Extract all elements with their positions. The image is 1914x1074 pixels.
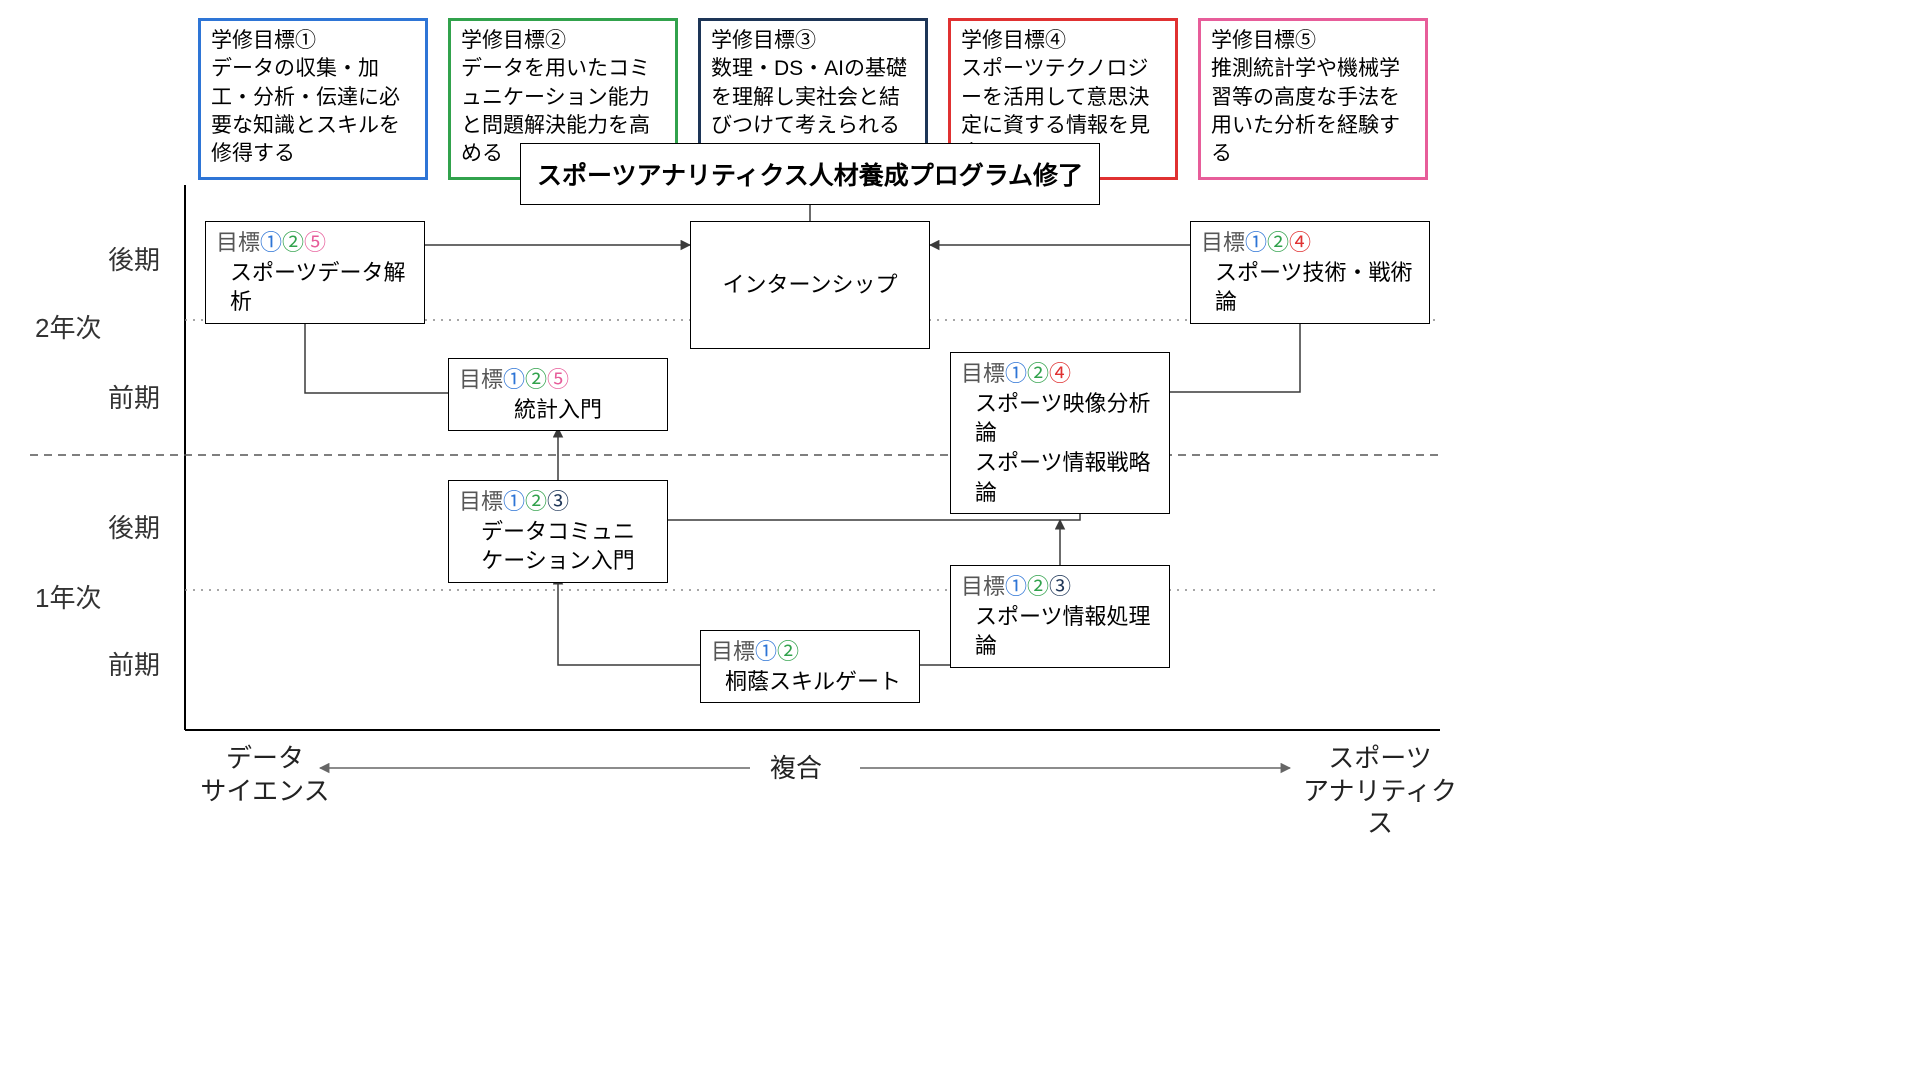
course-stats_intro-line-0: 統計入門 xyxy=(459,395,657,425)
goal-1-body: データの収集・加工・分析・伝達に必要な知識とスキルを修得する xyxy=(211,55,415,168)
curriculum-diagram: 学修目標①データの収集・加工・分析・伝達に必要な知識とスキルを修得する 学修目標②… xyxy=(0,0,1914,1074)
course-sports_video-goals: 目標①②④ xyxy=(961,359,1159,389)
year1-late-label: 後期 xyxy=(108,508,160,545)
spectrum-center-label: 複合 xyxy=(770,752,822,785)
goal-5-body: 推測統計学や機械学習等の高度な手法を用いた分析を経験する xyxy=(1211,55,1415,168)
course-sports_data: 目標①②⑤スポーツデータ解析 xyxy=(205,221,425,324)
course-sports_tech: 目標①②④スポーツ技術・戦術論 xyxy=(1190,221,1430,324)
program-completion-text: スポーツアナリティクス人材養成プログラム修了 xyxy=(537,162,1083,190)
course-data_comm-goals: 目標①②③ xyxy=(459,487,657,517)
course-sports_info_proc-line-0: スポーツ情報処理論 xyxy=(961,602,1159,661)
course-sports_info_proc-goals: 目標①②③ xyxy=(961,572,1159,602)
course-sports_data-goals: 目標①②⑤ xyxy=(216,228,414,258)
course-sports_tech-goals: 目標①②④ xyxy=(1201,228,1419,258)
year2-label: 2年次 xyxy=(35,308,101,345)
course-internship: インターンシップ xyxy=(690,221,930,349)
course-data_comm: 目標①②③データコミュニケーション入門 xyxy=(448,480,668,583)
course-data_comm-line-0: データコミュニ xyxy=(459,517,657,547)
course-skill_gate-goals: 目標①② xyxy=(711,637,909,667)
course-data_comm-line-1: ケーション入門 xyxy=(459,546,657,576)
course-skill_gate-line-0: 桐蔭スキルゲート xyxy=(711,667,909,697)
year2-late-label: 後期 xyxy=(108,240,160,277)
course-sports_data-line-0: スポーツデータ解析 xyxy=(216,258,414,317)
goal-3-title: 学修目標③ xyxy=(711,27,915,55)
goal-5-title: 学修目標⑤ xyxy=(1211,27,1415,55)
course-sports_tech-line-0: スポーツ技術・戦術論 xyxy=(1201,258,1419,317)
goal-box-3: 学修目標③数理・DS・AIの基礎を理解し実社会と結びつけて考えられる xyxy=(698,18,928,151)
goal-1-title: 学修目標① xyxy=(211,27,415,55)
course-internship-line-0: インターンシップ xyxy=(723,270,898,300)
course-stats_intro: 目標①②⑤統計入門 xyxy=(448,358,668,431)
goal-box-1: 学修目標①データの収集・加工・分析・伝達に必要な知識とスキルを修得する xyxy=(198,18,428,180)
course-skill_gate: 目標①②桐蔭スキルゲート xyxy=(700,630,920,703)
year1-label: 1年次 xyxy=(35,578,101,615)
year1-early-label: 前期 xyxy=(108,645,160,682)
spectrum-left-label: データ サイエンス xyxy=(195,742,335,807)
course-sports_video-line-0: スポーツ映像分析論 xyxy=(961,389,1159,448)
course-sports_info_proc: 目標①②③スポーツ情報処理論 xyxy=(950,565,1170,668)
goal-3-body: 数理・DS・AIの基礎を理解し実社会と結びつけて考えられる xyxy=(711,55,915,140)
course-stats_intro-goals: 目標①②⑤ xyxy=(459,365,657,395)
course-sports_video: 目標①②④スポーツ映像分析論スポーツ情報戦略論 xyxy=(950,352,1170,514)
goal-2-title: 学修目標② xyxy=(461,27,665,55)
course-sports_video-line-1: スポーツ情報戦略論 xyxy=(961,448,1159,507)
program-completion-box: スポーツアナリティクス人材養成プログラム修了 xyxy=(520,143,1100,205)
year2-early-label: 前期 xyxy=(108,378,160,415)
goal-4-title: 学修目標④ xyxy=(961,27,1165,55)
spectrum-right-label: スポーツ アナリティクス xyxy=(1300,742,1460,840)
goal-box-5: 学修目標⑤推測統計学や機械学習等の高度な手法を用いた分析を経験する xyxy=(1198,18,1428,180)
